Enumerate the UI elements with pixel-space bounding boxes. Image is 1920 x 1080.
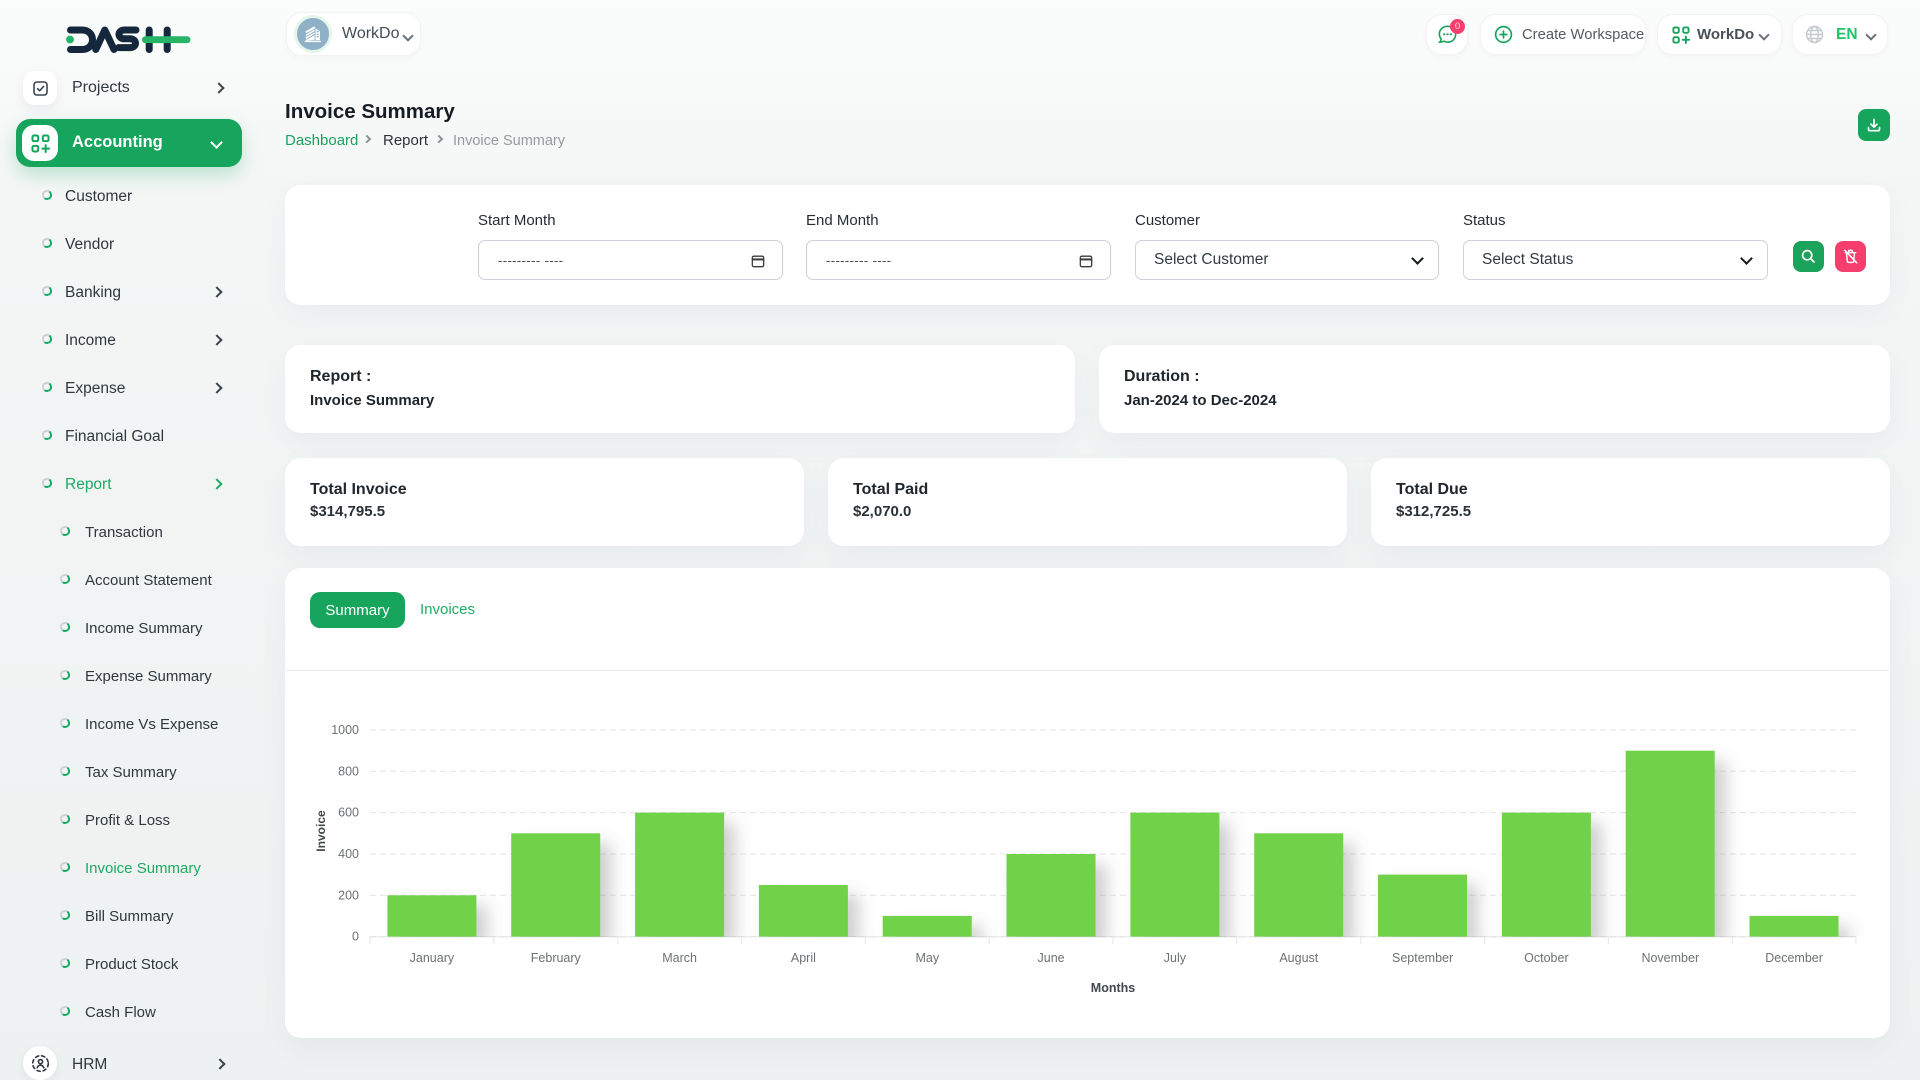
- svg-text:Invoice: Invoice: [314, 810, 328, 852]
- svg-text:200: 200: [338, 888, 359, 902]
- svg-text:February: February: [531, 951, 582, 965]
- svg-text:June: June: [1038, 951, 1065, 965]
- svg-text:1000: 1000: [331, 723, 359, 737]
- svg-text:800: 800: [338, 764, 359, 778]
- svg-text:May: May: [915, 951, 939, 965]
- svg-text:Months: Months: [1091, 981, 1135, 995]
- svg-text:600: 600: [338, 806, 359, 820]
- svg-text:September: September: [1392, 951, 1453, 965]
- svg-text:December: December: [1765, 951, 1823, 965]
- svg-text:400: 400: [338, 847, 359, 861]
- svg-text:November: November: [1641, 951, 1699, 965]
- svg-text:January: January: [410, 951, 455, 965]
- svg-text:October: October: [1524, 951, 1568, 965]
- svg-text:April: April: [791, 951, 816, 965]
- svg-text:March: March: [662, 951, 697, 965]
- svg-text:July: July: [1164, 951, 1187, 965]
- svg-text:August: August: [1279, 951, 1318, 965]
- svg-text:0: 0: [352, 930, 359, 944]
